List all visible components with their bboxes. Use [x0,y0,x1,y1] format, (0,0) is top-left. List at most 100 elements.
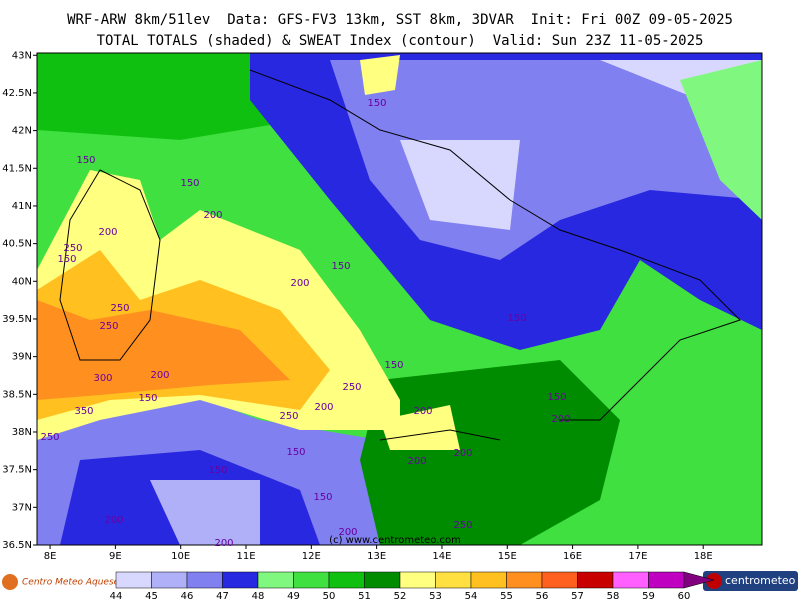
x-tick-label: 18E [694,551,713,562]
colorbar-segment [151,571,188,589]
colorbar-label: 58 [607,591,620,600]
y-tick-label: 39N [12,352,32,363]
colorbar-arrow [683,571,715,589]
title: WRF-ARW 8km/51lev Data: GFS-FV3 13km, SS… [67,12,733,28]
colorbar-segment [541,571,578,589]
contour-label: 200 [453,448,472,459]
contour-label: 250 [40,432,59,443]
colorbar-label: 53 [429,591,442,600]
contour-label: 150 [138,393,157,404]
contour-label: 250 [453,520,472,531]
colorbar-segment [399,571,436,589]
contour-label: 150 [286,447,305,458]
colorbar-segment [435,571,472,589]
contour-label: 150 [180,178,199,189]
contour-label: 250 [342,382,361,393]
colorbar-segment [648,571,685,589]
contour-label: 150 [331,261,350,272]
colorbar-label: 49 [287,591,300,600]
left-logo: Centro Meteo Aquese [22,578,120,588]
contour-label: 200 [203,210,222,221]
contour-label: 150 [76,155,95,166]
x-tick-label: 11E [236,551,255,562]
contour-label: 250 [99,321,118,332]
colorbar-label: 59 [642,591,655,600]
contour-label: 200 [98,227,117,238]
colorbar-label: 48 [252,591,265,600]
map-frame [36,52,763,546]
colorbar-segment [186,571,223,589]
colorbar-label: 54 [465,591,478,600]
x-tick-label: 13E [367,551,386,562]
colorbar-label: 50 [323,591,336,600]
colorbar-label: 47 [216,591,229,600]
contour-label: 150 [57,254,76,265]
colorbar-segment [364,571,401,589]
colorbar-label: 45 [145,591,158,600]
contour-label: 150 [208,465,227,476]
contour-label: 200 [150,370,169,381]
contour-label: 200 [551,414,570,425]
y-tick-label: 38.5N [2,389,32,400]
y-tick-label: 36.5N [2,540,32,551]
map-field [37,53,762,545]
contour-label: 200 [338,527,357,538]
colorbar-label: 60 [678,591,691,600]
contour-label: 150 [384,360,403,371]
x-tick-label: 8E [44,551,57,562]
colorbar-label: 52 [394,591,407,600]
x-tick-label: 17E [628,551,647,562]
x-tick-label: 12E [302,551,321,562]
colorbar-label: 55 [500,591,513,600]
contour-label: 200 [314,402,333,413]
y-tick-label: 43N [12,50,32,61]
colorbar-label: 51 [358,591,371,600]
colorbar-segment [612,571,649,589]
subtitle: TOTAL TOTALS (shaded) & SWEAT Index (con… [97,33,704,49]
contour-label: 150 [507,313,526,324]
contour-label: 350 [74,406,93,417]
x-tick-label: 10E [171,551,190,562]
colorbar-label: 44 [110,591,123,600]
y-tick-label: 40N [12,276,32,287]
contour-label: 150 [547,392,566,403]
y-tick-label: 41.5N [2,163,32,174]
y-tick-label: 39.5N [2,314,32,325]
right-logo: centrometeo [725,574,796,587]
contour-label: 150 [313,492,332,503]
right-logo-bg [703,571,798,591]
x-tick-label: 16E [563,551,582,562]
colorbar-segment [293,571,330,589]
contour-label: 200 [407,456,426,467]
y-tick-label: 42N [12,126,32,137]
contour-label: 200 [104,515,123,526]
colorbar-segment [257,571,294,589]
contour-label: 150 [367,98,386,109]
y-tick-label: 41N [12,201,32,212]
contour-label: 250 [279,411,298,422]
contour-label: 200 [413,406,432,417]
x-tick-label: 14E [432,551,451,562]
colorbar-segment [115,571,152,589]
contour-label: 200 [214,538,233,549]
contour-label: 200 [290,278,309,289]
colorbar-segment [577,571,614,589]
colorbar-segment [470,571,507,589]
colorbar-label: 56 [536,591,549,600]
y-tick-label: 37N [12,502,32,513]
right-logo-icon [706,573,722,589]
y-tick-label: 38N [12,427,32,438]
copyright: (c) www.centrometeo.com [329,535,461,546]
contour-label: 300 [93,373,112,384]
colorbar-segment [222,571,259,589]
colorbar-label: 57 [571,591,584,600]
colorbar-label: 46 [181,591,194,600]
colorbar-segment [328,571,365,589]
y-tick-label: 42.5N [2,88,32,99]
x-tick-label: 9E [109,551,122,562]
colorbar-segment [506,571,543,589]
left-logo-icon [2,574,18,590]
y-tick-label: 40.5N [2,239,32,250]
contour-label: 250 [110,303,129,314]
